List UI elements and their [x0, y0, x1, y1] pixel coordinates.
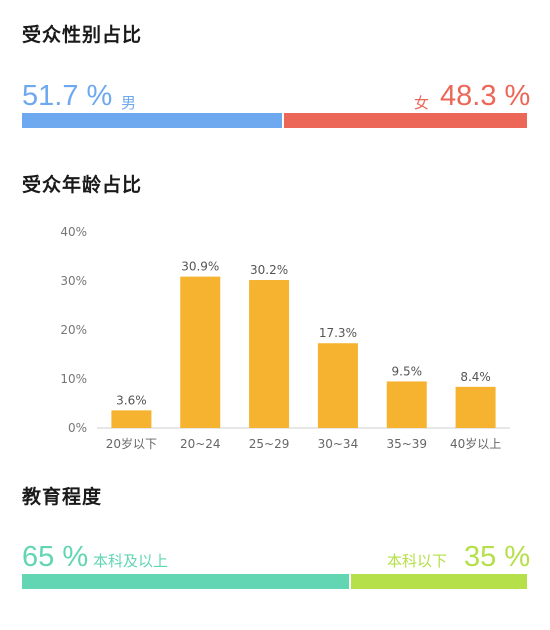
bachelor-below-share-bar	[351, 574, 527, 589]
male-percent: 51.7 %	[22, 80, 113, 112]
bar	[386, 381, 427, 428]
y-tick-label: 30%	[60, 274, 87, 288]
female-label: 女	[414, 94, 430, 112]
female-share-bar	[284, 113, 527, 128]
bar	[111, 410, 152, 428]
bar-value-label: 8.4%	[460, 370, 491, 384]
bachelor-above-share-bar	[22, 574, 349, 589]
bar	[180, 276, 221, 428]
x-tick-label: 35~39	[386, 437, 427, 451]
male-share-bar	[22, 113, 282, 128]
bar-value-label: 17.3%	[319, 326, 357, 340]
bar	[317, 343, 358, 428]
age-heading: 受众年龄占比	[22, 174, 143, 196]
female-percent: 48.3 %	[440, 80, 531, 112]
bar	[249, 280, 290, 428]
bachelor-below-percent: 35 %	[464, 541, 531, 573]
x-tick-label: 25~29	[249, 437, 290, 451]
x-tick-label: 40岁以上	[450, 436, 501, 451]
bar-value-label: 30.2%	[250, 263, 288, 277]
y-tick-label: 40%	[60, 225, 87, 239]
x-tick-label: 20岁以下	[106, 436, 157, 451]
bachelor-above-label: 本科及以上	[93, 552, 169, 570]
male-label: 男	[121, 94, 137, 112]
bar	[455, 386, 496, 428]
y-tick-label: 10%	[60, 372, 87, 386]
bar-value-label: 9.5%	[392, 364, 423, 378]
bachelor-below-label: 本科以下	[387, 552, 448, 570]
education-heading: 教育程度	[22, 486, 103, 508]
gender-heading: 受众性别占比	[22, 24, 143, 46]
y-tick-label: 0%	[68, 421, 87, 435]
x-tick-label: 30~34	[318, 437, 359, 451]
bar-value-label: 30.9%	[181, 260, 219, 274]
bachelor-above-percent: 65 %	[22, 541, 89, 573]
y-tick-label: 20%	[60, 323, 87, 337]
x-tick-label: 20~24	[180, 437, 221, 451]
bar-value-label: 3.6%	[116, 393, 147, 407]
